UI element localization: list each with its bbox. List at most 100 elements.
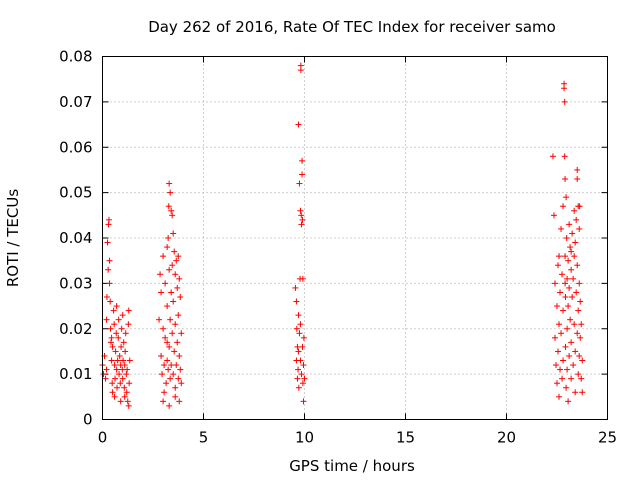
data-point <box>105 266 112 273</box>
data-point <box>561 80 568 87</box>
data-point <box>116 371 123 378</box>
data-point <box>550 212 557 219</box>
data-point <box>299 343 306 350</box>
x-tick-labels: 0 5 10 15 20 25 <box>98 429 617 447</box>
data-point <box>115 334 122 341</box>
data-point <box>566 284 573 291</box>
data-point <box>579 357 586 364</box>
data-point <box>164 244 171 251</box>
data-point <box>166 402 173 409</box>
data-point <box>299 380 306 387</box>
data-point <box>106 257 113 264</box>
data-point <box>158 352 165 359</box>
data-point <box>177 366 184 373</box>
data-point <box>298 371 305 378</box>
x-tick-label: 20 <box>497 429 516 447</box>
data-point <box>558 330 565 337</box>
data-point <box>562 343 569 350</box>
data-point <box>577 298 584 305</box>
data-point <box>555 348 562 355</box>
data-point <box>126 357 133 364</box>
data-point <box>572 348 579 355</box>
data-point <box>294 375 301 382</box>
data-point <box>125 321 132 328</box>
data-point <box>104 239 111 246</box>
y-tick-label: 0.07 <box>59 93 92 111</box>
data-point <box>560 307 567 314</box>
data-point <box>123 371 130 378</box>
data-point <box>299 216 306 223</box>
x-tick-label: 15 <box>396 429 415 447</box>
data-point <box>560 203 567 210</box>
data-point <box>171 348 178 355</box>
data-point <box>163 380 170 387</box>
data-point <box>122 330 129 337</box>
data-point <box>571 207 578 214</box>
data-point <box>171 248 178 255</box>
data-point <box>103 316 110 323</box>
data-point <box>562 293 569 300</box>
x-axis-label: GPS time / hours <box>289 457 415 475</box>
data-point <box>556 321 563 328</box>
data-point <box>568 266 575 273</box>
data-point <box>294 343 301 350</box>
data-point <box>297 207 304 214</box>
data-point <box>551 280 558 287</box>
data-point <box>296 330 303 337</box>
data-point <box>177 293 184 300</box>
data-point <box>108 357 115 364</box>
data-point <box>122 348 129 355</box>
data-point <box>574 166 581 173</box>
data-point <box>297 357 304 364</box>
data-point <box>125 402 132 409</box>
data-point <box>564 275 571 282</box>
data-point <box>568 375 575 382</box>
data-point <box>561 98 568 105</box>
data-point <box>298 212 305 219</box>
data-point <box>107 339 114 346</box>
data-point <box>159 371 166 378</box>
data-point <box>565 257 572 264</box>
data-point <box>559 375 566 382</box>
data-point <box>566 221 573 228</box>
data-point <box>578 375 585 382</box>
data-point <box>164 357 171 364</box>
data-point <box>297 67 304 74</box>
data-point <box>170 371 177 378</box>
data-point <box>113 330 120 337</box>
data-point <box>175 253 182 260</box>
data-point <box>172 384 179 391</box>
y-tick-label: 0.08 <box>59 48 92 66</box>
data-point <box>295 366 302 373</box>
data-point <box>563 384 570 391</box>
x-tick-label: 5 <box>199 429 209 447</box>
data-point <box>102 375 109 382</box>
data-point <box>118 343 125 350</box>
data-point <box>176 275 183 282</box>
data-point <box>564 366 571 373</box>
y-tick-label: 0.06 <box>59 138 92 156</box>
data-point <box>125 307 132 314</box>
data-point <box>566 352 573 359</box>
x-tick-label: 0 <box>98 429 108 447</box>
data-point <box>160 253 167 260</box>
data-point <box>116 352 123 359</box>
data-point <box>558 225 565 232</box>
y-tick-label: 0.01 <box>59 365 92 383</box>
data-point <box>109 389 116 396</box>
data-point <box>124 366 131 373</box>
data-point <box>298 221 305 228</box>
data-point <box>100 371 107 378</box>
data-point <box>158 289 165 296</box>
data-point <box>178 330 185 337</box>
data-point <box>123 389 130 396</box>
data-point <box>166 343 173 350</box>
data-point <box>570 362 577 369</box>
data-point <box>170 298 177 305</box>
y-tick-label: 0 <box>83 411 93 429</box>
data-point <box>109 343 116 350</box>
data-point <box>575 371 582 378</box>
data-point <box>173 362 180 369</box>
y-tick-labels: 0 0.01 0.02 0.03 0.04 0.05 0.06 0.07 0.08 <box>59 48 92 429</box>
data-point <box>113 366 120 373</box>
